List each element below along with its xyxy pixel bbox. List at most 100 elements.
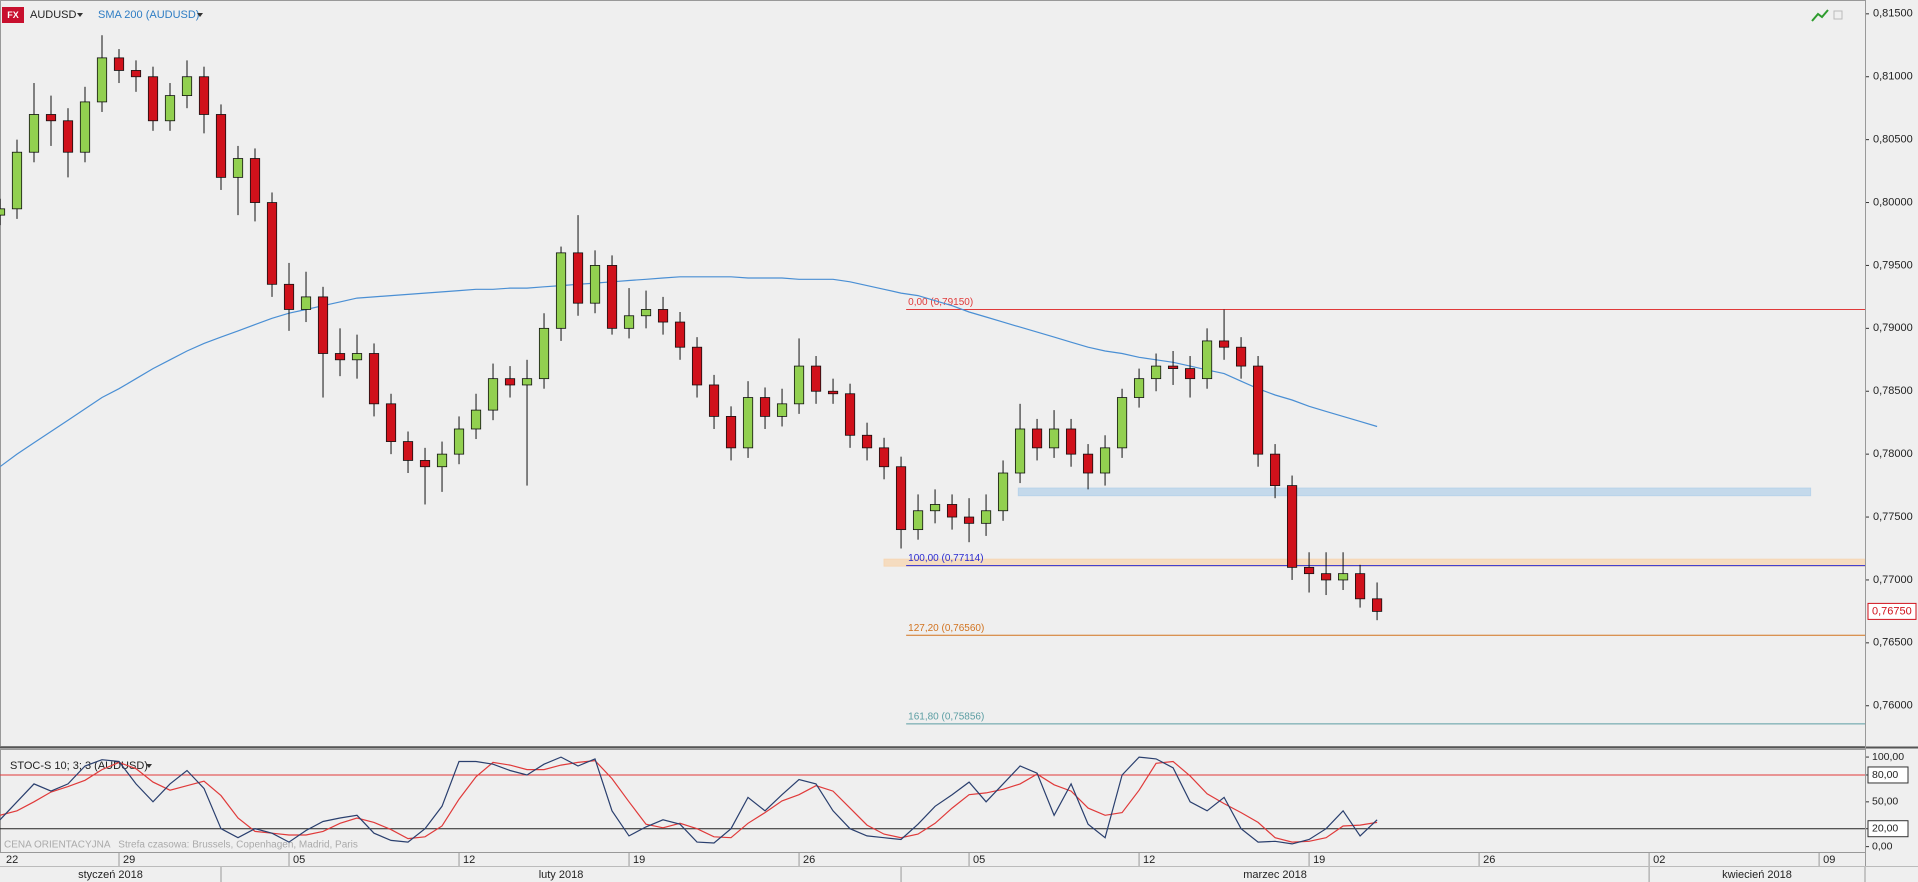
candle-body [436,453,448,468]
candle-body [1337,573,1349,581]
y-tick-label: 0,80500 [1873,134,1913,146]
candle-body [878,447,890,468]
candle-body [606,265,618,329]
y-tick-label: 0,76000 [1873,700,1913,712]
last-price-label: 0,76750 [1872,605,1912,617]
candle-body [385,403,397,442]
fib-level-label: 161,80 (0,75856) [908,711,984,722]
candle-body [79,101,91,153]
y-tick-label: 0,77000 [1873,574,1913,586]
candle-body [164,95,176,122]
candle-body [1082,453,1094,474]
candle-body [963,516,975,524]
candle-body [1184,368,1196,380]
candle-body [249,158,261,203]
candle-body [419,460,431,468]
candle-body [776,403,788,417]
x-tick-label: 26 [1483,854,1495,866]
candle-body [45,114,57,122]
indicator-label[interactable]: SMA 200 (AUDUSD) [98,9,199,21]
sma-line [0,276,1378,468]
x-tick-label: 02 [1653,854,1665,866]
candle-body [1014,428,1026,474]
candle-body [317,296,329,354]
candle-body [793,365,805,405]
x-tick-label: 19 [1313,854,1325,866]
stoch-title: STOC-S 10; 3; 3 (AUDUSD) [10,760,148,772]
zone [1017,487,1812,497]
window-icon[interactable] [1833,10,1843,20]
candle-body [980,510,992,524]
footer-note: CENA ORIENTACYJNA Strefa czasowa: Brusse… [4,840,358,851]
candle-body [351,353,363,361]
candle-body [912,510,924,531]
x-tick-label: 12 [1143,854,1155,866]
candle-body [181,76,193,97]
month-label: luty 2018 [539,869,584,881]
candle-body [1065,428,1077,455]
x-tick-label: 29 [123,854,135,866]
x-tick-label: 26 [803,854,815,866]
candle-body [1371,598,1383,612]
y-tick-label: 0,77500 [1873,511,1913,523]
candle-body [929,504,941,512]
candle-body [1354,573,1366,600]
candle-body [1099,447,1111,474]
candle-body [470,409,482,430]
candle-body [861,434,873,449]
dropdown-icon[interactable] [77,13,83,17]
candle-body [997,472,1009,512]
x-tick-label: 09 [1823,854,1835,866]
candle-body [0,208,6,216]
dropdown-icon[interactable] [146,764,152,768]
candle-body [487,378,499,411]
candle-body [1218,340,1230,348]
candle-body [946,504,958,518]
x-tick-label: 05 [293,854,305,866]
fx-badge[interactable] [2,7,24,23]
candle-body [844,393,856,436]
fib-level-label: 127,20 (0,76560) [908,623,984,634]
symbol[interactable]: AUDUSD [30,9,77,21]
candle-body [895,466,907,531]
stoch-level-box [1867,820,1909,838]
candle-body [538,327,550,380]
y-tick-label: 0,76500 [1873,637,1913,649]
candle-body [742,397,754,449]
y-tick-label: 0,81000 [1873,71,1913,83]
stoch-y-tick-label: 50,00 [1872,796,1898,808]
y-tick-label: 0,78500 [1873,385,1913,397]
candle-body [113,57,125,71]
candle-body [215,114,227,178]
candle-body [147,76,159,122]
candle-body [810,365,822,392]
candle-body [1320,573,1332,581]
candle-body [521,378,533,386]
candle-body [504,378,516,386]
candle-body [300,296,312,310]
candle-body [28,114,40,153]
x-tick-label: 05 [973,854,985,866]
fx-badge-text: FX [7,10,19,20]
stoch-d-line [0,759,1378,843]
candle-body [1031,428,1043,449]
chart-type-icon[interactable] [1811,9,1829,22]
zone [883,558,1866,567]
candle-body [1303,566,1315,575]
candle-body [232,158,244,178]
candle-body [1201,340,1213,380]
candle-body [453,428,465,455]
dropdown-icon[interactable] [197,13,203,17]
candle-body [623,315,635,329]
x-tick-label: 12 [463,854,475,866]
candle-body [1252,365,1264,455]
candle-body [725,416,737,449]
stoch-y-tick-label: 100,00 [1872,751,1904,763]
candle-body [1235,346,1247,367]
candle-body [1116,397,1128,449]
candle-body [402,441,414,461]
candle-body [368,353,380,405]
candle-body [1048,428,1060,449]
